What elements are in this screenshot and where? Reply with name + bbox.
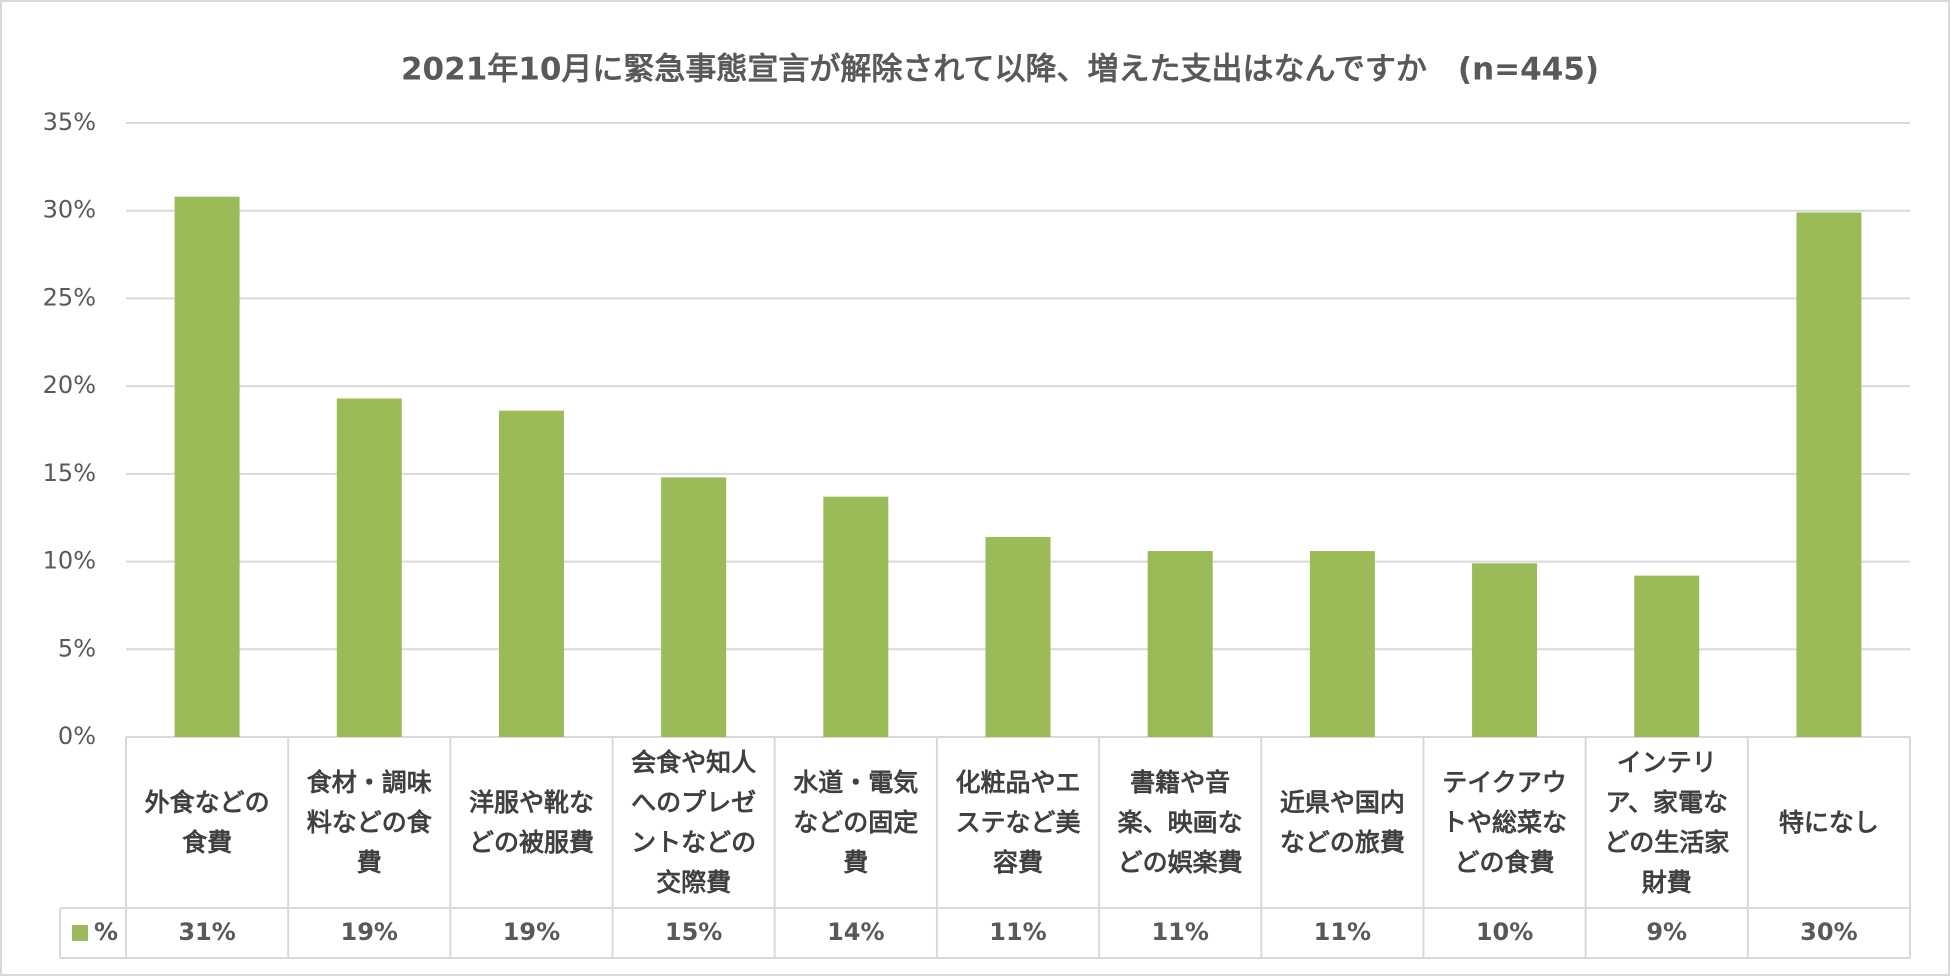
bar bbox=[1796, 212, 1862, 737]
value-label: 11% bbox=[1151, 918, 1208, 946]
value-label: 19% bbox=[503, 918, 560, 946]
value-label: 19% bbox=[341, 918, 398, 946]
y-tick-label: 25% bbox=[43, 283, 96, 311]
bar bbox=[1309, 551, 1375, 737]
chart-title: 2021年10月に緊急事態宣言が解除されて以降、増えた支出はなんですか (n=4… bbox=[401, 52, 1599, 88]
value-label: 10% bbox=[1476, 918, 1533, 946]
bar bbox=[661, 477, 727, 737]
bar bbox=[498, 410, 564, 737]
y-tick-label: 35% bbox=[43, 108, 96, 136]
x-tick-label: 外食などの食費 bbox=[144, 787, 270, 857]
y-tick-label: 15% bbox=[43, 459, 96, 487]
x-tick-label: 食材・調味料などの食費 bbox=[306, 767, 432, 877]
bar bbox=[1634, 575, 1700, 737]
y-tick-label: 30% bbox=[43, 196, 96, 224]
x-tick-label: 化粧品やエステなど美容費 bbox=[955, 767, 1081, 877]
value-label: 14% bbox=[827, 918, 884, 946]
x-tick-label: 洋服や靴などの被服費 bbox=[468, 787, 594, 857]
y-tick-label: 5% bbox=[58, 634, 96, 662]
y-tick-label: 0% bbox=[58, 722, 96, 750]
bar bbox=[1147, 551, 1213, 737]
value-label: 15% bbox=[665, 918, 722, 946]
value-label: 31% bbox=[178, 918, 235, 946]
bar bbox=[336, 398, 402, 737]
x-tick-label: テイクアウトや総菜などの食費 bbox=[1442, 767, 1568, 877]
x-tick-label: 特になし bbox=[1778, 807, 1879, 837]
legend-label: % bbox=[94, 918, 118, 946]
y-tick-label: 20% bbox=[43, 371, 96, 399]
x-tick-label: 水道・電気などの固定費 bbox=[793, 767, 919, 877]
value-label: 11% bbox=[1314, 918, 1371, 946]
value-label: 9% bbox=[1646, 918, 1687, 946]
x-tick-label: 会食や知人へのプレゼントなどの交際費 bbox=[631, 747, 757, 897]
x-tick-label: 近県や国内などの旅費 bbox=[1279, 787, 1405, 857]
legend-swatch bbox=[72, 925, 88, 941]
bar bbox=[985, 537, 1051, 737]
x-tick-label: インテリア、家電などの生活家財費 bbox=[1604, 747, 1730, 897]
value-label: 11% bbox=[989, 918, 1046, 946]
bar bbox=[174, 196, 240, 737]
x-tick-label: 書籍や音楽、映画などの娯楽費 bbox=[1117, 767, 1243, 877]
y-tick-label: 10% bbox=[43, 547, 96, 575]
bar bbox=[1472, 563, 1538, 737]
value-label: 30% bbox=[1800, 918, 1857, 946]
bar bbox=[823, 496, 889, 737]
